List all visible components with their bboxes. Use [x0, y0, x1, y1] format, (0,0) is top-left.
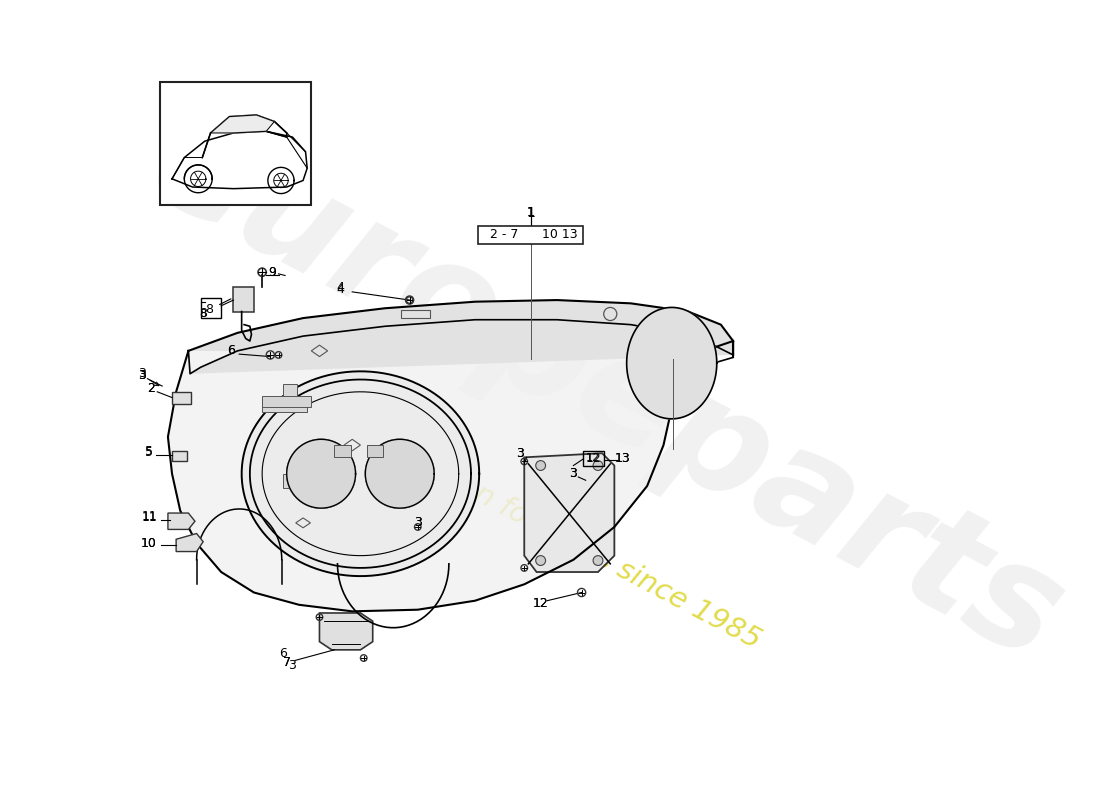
Text: 8: 8	[199, 309, 207, 319]
Bar	[262, 400, 307, 412]
Text: 3: 3	[414, 516, 421, 530]
Text: 9: 9	[268, 266, 276, 278]
Text: 3: 3	[570, 467, 578, 480]
Circle shape	[536, 461, 546, 470]
Polygon shape	[319, 613, 373, 650]
Text: 12: 12	[532, 597, 549, 610]
Bar	[200, 298, 221, 318]
Text: 3: 3	[414, 516, 421, 530]
Text: 5: 5	[145, 445, 153, 458]
Text: 6: 6	[227, 344, 235, 358]
Text: 13: 13	[615, 452, 630, 465]
Text: 7: 7	[283, 656, 290, 669]
Polygon shape	[188, 300, 733, 374]
Text: 12: 12	[585, 452, 601, 465]
Text: 1: 1	[527, 206, 535, 219]
Polygon shape	[365, 439, 435, 508]
Polygon shape	[176, 534, 204, 551]
Bar	[402, 310, 430, 318]
Polygon shape	[233, 287, 254, 311]
Bar	[283, 474, 297, 489]
Polygon shape	[210, 115, 274, 133]
Text: 12: 12	[532, 597, 549, 610]
Bar	[478, 226, 583, 243]
Text: 3: 3	[138, 369, 145, 382]
Text: 7: 7	[283, 656, 290, 669]
Text: 3: 3	[138, 369, 145, 382]
Polygon shape	[627, 307, 717, 419]
Text: a passion for parts since 1985: a passion for parts since 1985	[364, 424, 766, 655]
Polygon shape	[172, 392, 191, 404]
Text: 4: 4	[336, 283, 344, 296]
Bar	[583, 450, 604, 466]
Polygon shape	[168, 300, 733, 611]
Text: 8: 8	[199, 307, 207, 321]
Polygon shape	[242, 371, 480, 576]
Text: 11: 11	[141, 510, 157, 523]
Text: 8: 8	[205, 303, 213, 316]
Bar	[334, 445, 351, 458]
Text: 1: 1	[527, 206, 536, 220]
Text: 5: 5	[145, 446, 153, 459]
Text: 4: 4	[336, 282, 344, 294]
Text: 11: 11	[141, 510, 157, 524]
Text: 10: 10	[141, 537, 157, 550]
Bar	[367, 445, 384, 458]
Text: europeparts: europeparts	[128, 93, 1085, 691]
Text: 2: 2	[147, 382, 155, 395]
Polygon shape	[172, 450, 187, 461]
Polygon shape	[287, 439, 355, 508]
Bar	[283, 384, 297, 398]
Text: 1: 1	[527, 206, 535, 219]
Text: 9: 9	[268, 266, 276, 278]
Circle shape	[593, 556, 603, 566]
Text: 3: 3	[288, 659, 296, 672]
Polygon shape	[262, 392, 459, 556]
Text: 6: 6	[227, 344, 235, 358]
Circle shape	[536, 556, 546, 566]
Polygon shape	[287, 439, 355, 508]
Text: 3: 3	[138, 367, 145, 380]
Polygon shape	[525, 454, 615, 572]
Bar	[160, 82, 311, 205]
Text: 12: 12	[586, 453, 601, 463]
Polygon shape	[168, 513, 195, 530]
Text: 6: 6	[278, 647, 286, 661]
Bar	[262, 396, 311, 406]
Text: 10 13: 10 13	[541, 228, 578, 241]
Text: 2: 2	[147, 382, 155, 395]
Text: 10: 10	[141, 537, 157, 550]
Circle shape	[593, 461, 603, 470]
Text: 3: 3	[516, 446, 524, 460]
Text: 13: 13	[615, 452, 630, 465]
Text: 3: 3	[570, 467, 578, 480]
Polygon shape	[365, 439, 435, 508]
Text: 2 - 7: 2 - 7	[491, 228, 519, 241]
Text: 3: 3	[516, 446, 524, 460]
